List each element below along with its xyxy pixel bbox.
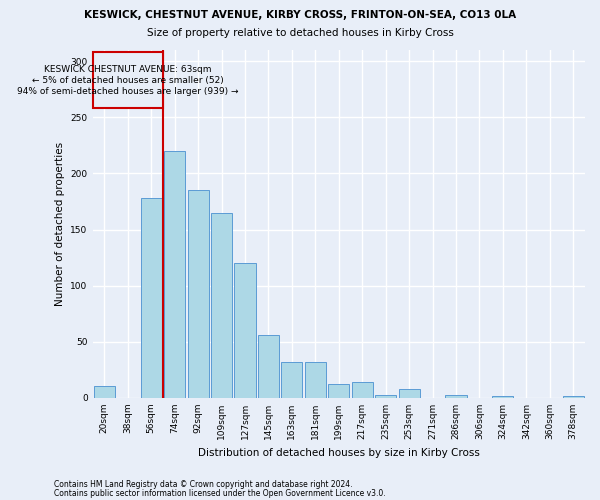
Bar (235, 263, 256, 398)
Bar (375, 394, 396, 398)
Text: KESWICK CHESTNUT AVENUE: 63sqm: KESWICK CHESTNUT AVENUE: 63sqm (44, 64, 211, 74)
Text: Size of property relative to detached houses in Kirby Cross: Size of property relative to detached ho… (146, 28, 454, 38)
Text: 94% of semi-detached houses are larger (939) →: 94% of semi-detached houses are larger (… (17, 87, 238, 96)
Text: KESWICK, CHESTNUT AVENUE, KIRBY CROSS, FRINTON-ON-SEA, CO13 0LA: KESWICK, CHESTNUT AVENUE, KIRBY CROSS, F… (84, 10, 516, 20)
Bar (398, 389, 419, 398)
Text: Contains HM Land Registry data © Crown copyright and database right 2024.: Contains HM Land Registry data © Crown c… (54, 480, 353, 489)
Bar (94, 386, 115, 398)
Bar (188, 190, 209, 398)
Text: Contains public sector information licensed under the Open Government Licence v3: Contains public sector information licen… (54, 488, 386, 498)
Y-axis label: Number of detached properties: Number of detached properties (55, 142, 65, 306)
Bar (445, 394, 467, 398)
Bar (563, 396, 584, 398)
Bar (328, 384, 349, 398)
Bar (258, 335, 279, 398)
Bar (92, 52, 163, 108)
Bar (352, 382, 373, 398)
X-axis label: Distribution of detached houses by size in Kirby Cross: Distribution of detached houses by size … (198, 448, 480, 458)
Bar (140, 198, 162, 398)
Bar (211, 212, 232, 398)
Bar (493, 396, 514, 398)
Text: ← 5% of detached houses are smaller (52): ← 5% of detached houses are smaller (52) (32, 76, 224, 85)
Bar (281, 362, 302, 398)
Bar (305, 362, 326, 398)
Bar (164, 151, 185, 398)
